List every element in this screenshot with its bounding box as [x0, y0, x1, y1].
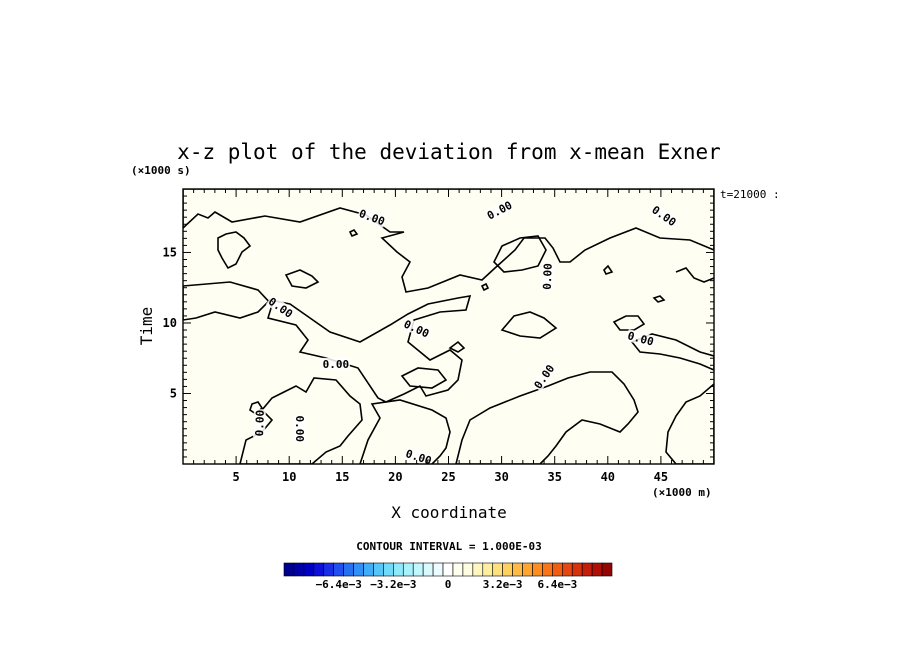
- colorbar-swatch: [402, 562, 414, 577]
- colorbar-swatch: [353, 562, 364, 577]
- island-6: [500, 311, 558, 339]
- colorbar-swatch: [482, 562, 494, 577]
- colorbar-swatch: [313, 562, 325, 577]
- contour-label-bg: [625, 329, 656, 348]
- x-tick-label: 45: [654, 470, 668, 484]
- contour-small-1: [348, 228, 359, 238]
- x-tick-label: 30: [494, 470, 508, 484]
- x-tick-label: 10: [282, 470, 296, 484]
- y-axis-label: Time: [137, 307, 156, 346]
- y-tick-label: 10: [163, 316, 177, 330]
- colorbar-swatch: [581, 562, 593, 577]
- axis-ticks: [183, 189, 714, 464]
- colorbar-swatch: [601, 562, 613, 577]
- contour-small-3: [652, 295, 666, 303]
- colorbar-tick-label: −6.4e−3: [315, 578, 361, 591]
- colorbar-swatch: [472, 562, 484, 577]
- colorbar-swatch: [432, 562, 444, 577]
- island-3: [400, 367, 448, 389]
- island-2: [493, 235, 547, 273]
- y-axis-unit: (×1000 s): [131, 164, 191, 177]
- contour-label-bg: [321, 357, 350, 370]
- colorbar-swatch: [283, 562, 295, 577]
- colorbar-swatch: [571, 562, 583, 577]
- contour-label-bg: [265, 294, 296, 321]
- contour-label: 0.00: [323, 358, 350, 371]
- colorbar-swatch: [462, 562, 474, 577]
- contour-label-bg: [484, 198, 515, 223]
- negative-region-bottom-right: [455, 371, 639, 464]
- contour-jagged-right: [675, 267, 714, 283]
- x-tick-label: 15: [335, 470, 349, 484]
- y-tick-label: 15: [163, 245, 177, 259]
- x-tick-label: 20: [388, 470, 402, 484]
- contour-field: [183, 189, 714, 464]
- island-4: [612, 315, 646, 331]
- colorbar-tick-label: 6.4e−3: [537, 578, 577, 591]
- colorbar-swatch: [383, 562, 394, 577]
- colorbar-swatch: [552, 562, 563, 577]
- colorbar-swatch: [452, 562, 464, 577]
- colorbar-tick-label: 0: [445, 578, 452, 591]
- plot-area: [183, 189, 714, 464]
- negative-region-bottom-center: [359, 399, 451, 464]
- contour-label-bg: [401, 317, 432, 340]
- negative-region-right-edge: [665, 382, 714, 464]
- y-tick-label: 5: [170, 386, 177, 400]
- colorbar-swatch: [323, 562, 334, 577]
- colorbar-swatch: [492, 562, 503, 577]
- colorbar-swatch: [522, 562, 533, 577]
- colorbar-swatch: [512, 562, 523, 577]
- colorbar-swatch: [363, 562, 374, 577]
- island-1: [284, 269, 320, 289]
- contour-label-bg: [649, 202, 679, 229]
- contour-label-bg: [252, 408, 266, 438]
- contour-label: 0.00: [293, 415, 306, 442]
- negative-region-top: [183, 189, 714, 293]
- colorbar-swatch: [562, 562, 573, 577]
- colorbar-tick-label: −3.2e−3: [370, 578, 416, 591]
- contour-small-2: [603, 264, 614, 275]
- chart-title: x-z plot of the deviation from x-mean Ex…: [177, 140, 721, 164]
- time-label: t=21000 :: [720, 188, 780, 201]
- island-7: [448, 340, 466, 353]
- colorbar-swatch: [532, 562, 543, 577]
- colorbar-swatch: [293, 562, 305, 577]
- colorbar-swatch: [542, 562, 553, 577]
- colorbar-swatch: [422, 562, 434, 577]
- colorbar-swatch: [502, 562, 513, 577]
- colorbar-swatch: [303, 562, 315, 577]
- x-tick-label: 40: [601, 470, 615, 484]
- contour-label: 0.00: [541, 263, 555, 290]
- colorbar: [283, 562, 613, 577]
- colorbar-swatch: [591, 562, 603, 577]
- contour-label-bg: [356, 206, 388, 228]
- contour-jagged-left: [217, 231, 252, 270]
- contour-label-bg: [531, 361, 558, 392]
- colorbar-swatch: [442, 562, 454, 577]
- contour-label: 0.00: [253, 410, 267, 437]
- colorbar-swatch: [343, 562, 354, 577]
- contour-label-bg: [403, 446, 434, 467]
- contour-interval-label: CONTOUR INTERVAL = 1.000E-03: [356, 540, 541, 553]
- colorbar-labels: −6.4e−3 −3.2e−3 0 3.2e−3 6.4e−3: [315, 578, 577, 591]
- colorbar-swatch: [373, 562, 384, 577]
- negative-region-bottom: [239, 377, 363, 464]
- x-tick-labels: 5 10 15 20 25 30 35 40 45: [232, 470, 668, 484]
- contour-label-bg: [293, 414, 306, 443]
- contour-label-bg: [540, 262, 554, 291]
- x-tick-label: 25: [441, 470, 455, 484]
- colorbar-swatch: [412, 562, 424, 577]
- island-5: [630, 333, 714, 371]
- x-tick-label: 35: [547, 470, 561, 484]
- x-axis-unit: (×1000 m): [652, 486, 712, 499]
- contour-small-4: [480, 282, 490, 292]
- colorbar-swatch: [333, 562, 344, 577]
- colorbar-tick-label: 3.2e−3: [483, 578, 523, 591]
- y-tick-labels: 5 10 15: [163, 245, 177, 400]
- colorbar-swatch: [393, 562, 404, 577]
- x-axis-label: X coordinate: [391, 503, 507, 522]
- x-tick-label: 5: [232, 470, 239, 484]
